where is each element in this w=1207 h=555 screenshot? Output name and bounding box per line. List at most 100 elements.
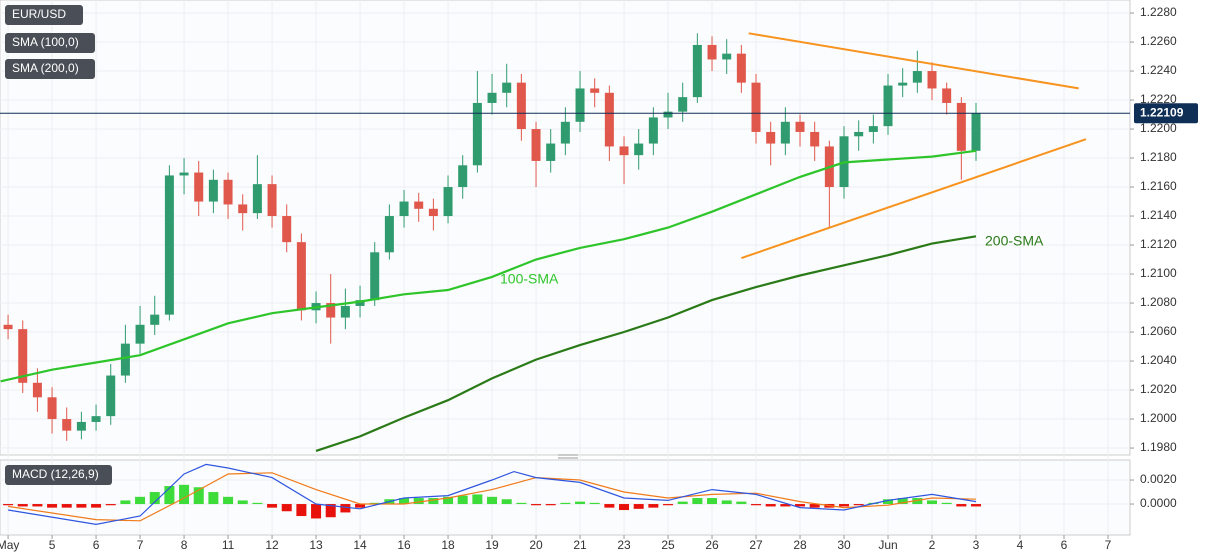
x-tick-label: 26 bbox=[705, 538, 719, 552]
y-tick-label: 1.2120 bbox=[1140, 237, 1177, 251]
candle-body bbox=[912, 71, 922, 83]
macd-histogram-bar bbox=[61, 504, 72, 508]
candle-body bbox=[472, 102, 482, 166]
symbol-tag-text: EUR/USD bbox=[12, 7, 66, 21]
macd-histogram-bar bbox=[575, 501, 586, 505]
candle-body bbox=[194, 172, 204, 202]
macd-histogram-bar bbox=[237, 500, 248, 505]
x-tick-label: 23 bbox=[617, 538, 631, 552]
y-tick-label: 1.2220 bbox=[1140, 92, 1177, 106]
macd-histogram-bar bbox=[487, 496, 498, 505]
candle-body bbox=[751, 82, 761, 132]
trend-line bbox=[748, 32, 1079, 90]
x-tick-label: 8 bbox=[181, 538, 188, 552]
indicator-tag-text: SMA (200,0) bbox=[12, 61, 79, 75]
candle-body bbox=[164, 175, 174, 315]
x-tick-label: 11 bbox=[222, 538, 235, 552]
indicator-tag: SMA (200,0) bbox=[5, 59, 95, 79]
macd-histogram-bar bbox=[971, 504, 982, 507]
macd-histogram-bar bbox=[355, 504, 366, 508]
indicator-tag: SMA (100,0) bbox=[5, 33, 95, 53]
candle-body bbox=[120, 343, 130, 376]
candle-body bbox=[282, 216, 292, 243]
candle-body bbox=[927, 71, 937, 89]
macd-histogram-bar bbox=[443, 496, 454, 505]
indicator-tag-box bbox=[5, 59, 95, 79]
candle-body bbox=[502, 82, 512, 93]
x-tick-label: 13 bbox=[309, 538, 323, 552]
macd-histogram-bar bbox=[179, 484, 190, 505]
candle-body bbox=[326, 303, 336, 318]
macd-histogram-bar bbox=[501, 499, 512, 505]
candle-body bbox=[296, 242, 306, 311]
macd-histogram-bar bbox=[560, 502, 571, 505]
macd-histogram-bar bbox=[32, 504, 43, 507]
macd-histogram-bar bbox=[516, 502, 527, 505]
candle-body bbox=[18, 329, 28, 383]
y-tick-label: 1.2180 bbox=[1140, 150, 1177, 164]
candle-body bbox=[648, 117, 658, 144]
macd-histogram-bar bbox=[76, 504, 87, 508]
candle-body bbox=[32, 382, 42, 398]
sma-annotation: 100-SMA bbox=[500, 271, 559, 287]
y-tick-label: 1.2040 bbox=[1140, 353, 1177, 367]
candle-body bbox=[428, 208, 438, 217]
y-tick-label: 1.2160 bbox=[1140, 179, 1177, 193]
y-tick-label: 1.2000 bbox=[1140, 411, 1177, 425]
macd-histogram-bar bbox=[927, 500, 938, 505]
y-tick-label: 1.1980 bbox=[1140, 440, 1177, 454]
x-tick-label: 18 bbox=[441, 538, 455, 552]
candle-body bbox=[604, 92, 614, 147]
macd-histogram-bar bbox=[604, 504, 615, 508]
candle-body bbox=[399, 201, 409, 217]
candle-body bbox=[883, 85, 893, 127]
indicator-tag: MACD (12,26,9) bbox=[5, 465, 112, 485]
candle-body bbox=[575, 88, 585, 122]
macd-histogram-bar bbox=[457, 495, 468, 505]
candle-body bbox=[252, 184, 262, 214]
x-tick-label: 14 bbox=[353, 538, 367, 552]
candle-body bbox=[370, 252, 380, 301]
candle-body bbox=[663, 111, 673, 118]
candle-body bbox=[179, 172, 189, 176]
candle-body bbox=[91, 416, 101, 422]
candle-body bbox=[692, 44, 702, 98]
y-tick-label: 1.2260 bbox=[1140, 34, 1177, 48]
sma-line bbox=[0, 149, 977, 383]
indicator-tag-box bbox=[5, 465, 112, 485]
candle-body bbox=[3, 324, 13, 330]
macd-histogram-bar bbox=[883, 499, 894, 505]
macd-histogram-bar bbox=[3, 504, 14, 506]
macd-histogram-bar bbox=[795, 504, 806, 507]
main-panel bbox=[0, 0, 1131, 456]
macd-histogram-bar bbox=[956, 504, 967, 507]
panel-handle bbox=[558, 454, 578, 459]
x-tick-label: 20 bbox=[529, 538, 543, 552]
candle-body bbox=[634, 143, 644, 156]
labels: 1.1980 1.2000 1.2020 1.2040 1.2060 1.2080 1.21… bbox=[0, 5, 1198, 552]
macd-histogram-bar bbox=[751, 504, 762, 506]
macd-histogram-bar bbox=[428, 498, 439, 505]
macd-histogram-bar bbox=[164, 486, 175, 505]
candle-body bbox=[546, 143, 556, 161]
candle-body bbox=[956, 102, 966, 151]
candle-body bbox=[942, 88, 952, 103]
macd-histogram-bar bbox=[340, 504, 351, 513]
macd-histogram-bar bbox=[663, 504, 674, 506]
x-tick-label: 4 bbox=[1017, 538, 1024, 552]
candle-body bbox=[106, 375, 116, 417]
macd-histogram-bar bbox=[472, 494, 483, 505]
candle-body bbox=[766, 131, 776, 144]
candle-body bbox=[62, 419, 72, 431]
candle-body bbox=[810, 131, 820, 147]
macd-histogram-bar bbox=[707, 498, 718, 505]
x-tick-label: 6 bbox=[93, 538, 100, 552]
y-tick-label: 0.0020 bbox=[1140, 472, 1177, 486]
candle-body bbox=[516, 82, 526, 130]
macd-histogram-bar bbox=[531, 504, 542, 506]
candle-body bbox=[340, 305, 350, 318]
x-tick-label: 28 bbox=[793, 538, 807, 552]
candle-body bbox=[678, 97, 688, 112]
x-tick-label: 30 bbox=[837, 538, 851, 552]
candle-body bbox=[135, 324, 145, 344]
